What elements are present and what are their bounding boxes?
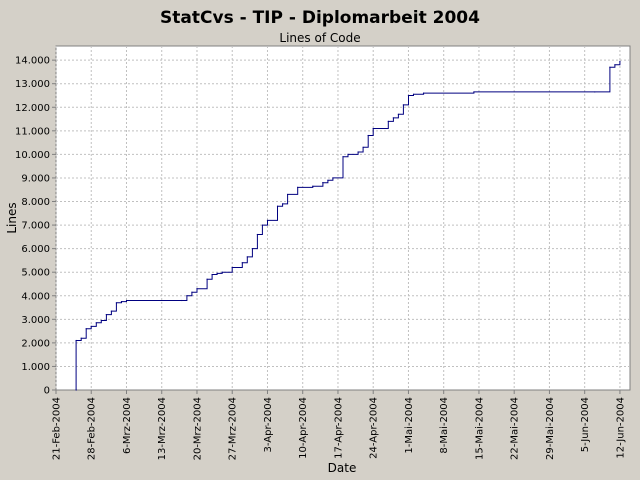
data-point <box>256 233 259 236</box>
data-point <box>357 151 359 153</box>
y-tick-label: 14.000 <box>15 56 50 67</box>
data-point <box>372 127 374 130</box>
data-point <box>221 271 223 273</box>
series-group <box>75 60 621 391</box>
y-tick-label: 3.000 <box>21 315 50 326</box>
grid-lines <box>55 46 630 390</box>
data-point <box>362 146 364 148</box>
data-point <box>342 156 344 158</box>
data-point <box>85 328 87 330</box>
x-tick-label: 1-Mai-2004 <box>404 397 415 454</box>
x-tick-label: 17-Apr-2004 <box>333 397 344 459</box>
data-point <box>397 113 399 115</box>
data-point <box>609 66 611 68</box>
y-tick-label: 2.000 <box>21 338 50 349</box>
data-point <box>287 193 289 196</box>
x-tick-label: 15-Mai-2004 <box>474 397 485 460</box>
x-axis-label: Date <box>328 461 357 475</box>
x-tick-label: 5-Jun-2004 <box>580 397 591 452</box>
y-tick-label: 13.000 <box>15 79 50 90</box>
x-tick-label: 24-Apr-2004 <box>369 397 380 459</box>
y-tick-label: 1.000 <box>21 362 50 373</box>
y-tick-label: 4.000 <box>21 291 50 302</box>
data-point <box>266 219 269 221</box>
y-tick-label: 12.000 <box>15 103 50 114</box>
y-tick-label: 8.000 <box>21 197 50 208</box>
data-point <box>216 272 218 274</box>
data-point <box>422 92 425 94</box>
data-point <box>251 248 253 250</box>
data-point <box>105 314 107 316</box>
data-point <box>347 153 349 155</box>
data-point <box>241 262 243 264</box>
y-tick-label: 0 <box>44 386 50 397</box>
data-point <box>95 322 97 324</box>
data-point <box>110 310 112 312</box>
data-point <box>120 301 123 303</box>
x-tick-label: 28-Feb-2004 <box>87 397 98 460</box>
data-point <box>322 182 324 184</box>
data-point <box>332 177 334 179</box>
series-line <box>75 61 621 390</box>
data-point <box>619 60 621 62</box>
x-tick-label: 12-Jun-2004 <box>615 397 626 459</box>
x-tick-label: 20-Mrz-2004 <box>192 397 203 460</box>
data-point <box>206 278 208 280</box>
data-point <box>367 134 369 137</box>
data-point <box>392 117 394 119</box>
data-point <box>75 389 77 391</box>
data-point <box>312 185 314 187</box>
data-point <box>115 302 118 304</box>
y-tick-label: 9.000 <box>21 173 50 184</box>
data-point <box>186 295 188 297</box>
data-point <box>211 273 213 276</box>
chart-subtitle: Lines of Code <box>279 31 360 45</box>
data-point <box>281 203 284 205</box>
y-tick-label: 5.000 <box>21 268 50 279</box>
x-tick-label: 21-Feb-2004 <box>52 397 63 460</box>
y-tick-label: 6.000 <box>21 244 50 255</box>
y-tick-label: 7.000 <box>21 221 50 232</box>
data-point <box>90 325 92 327</box>
data-point <box>191 291 193 293</box>
x-tick-label: 10-Apr-2004 <box>298 397 309 459</box>
data-point <box>402 104 405 106</box>
data-point <box>231 266 233 269</box>
x-tick-label: 6-Mrz-2004 <box>122 397 133 454</box>
data-point <box>473 91 475 93</box>
data-point <box>276 205 279 207</box>
y-tick-label: 11.000 <box>15 126 50 137</box>
data-point <box>261 224 264 226</box>
x-tick-label: 27-Mrz-2004 <box>228 397 239 460</box>
y-axis-label: Lines <box>5 202 19 233</box>
x-tick-label: 3-Apr-2004 <box>263 397 274 452</box>
x-axis: 21-Feb-2004 28-Feb-2004 6-Mrz-2004 13-Mrz-2… <box>52 390 626 460</box>
data-point <box>594 91 596 93</box>
data-point <box>100 319 102 322</box>
chart-title: StatCvs - TIP - Diplomarbeit 2004 <box>160 8 480 28</box>
data-point <box>181 299 183 302</box>
x-tick-label: 22-Mai-2004 <box>510 397 521 460</box>
data-point <box>297 186 299 188</box>
x-tick-label: 13-Mrz-2004 <box>157 397 168 460</box>
y-axis: 0 1.000 2.000 3.000 4.000 5.000 6.000 7.000 8.00… <box>15 56 56 397</box>
data-point <box>196 288 198 290</box>
data-point <box>75 339 77 342</box>
data-point <box>387 120 389 122</box>
data-point <box>246 256 248 258</box>
data-point <box>407 94 410 97</box>
y-tick-label: 10.000 <box>15 150 50 161</box>
x-tick-label: 8-Mai-2004 <box>439 397 450 454</box>
data-point <box>327 179 329 181</box>
data-point <box>125 299 128 302</box>
data-point <box>614 64 616 66</box>
x-tick-label: 29-Mai-2004 <box>545 397 556 460</box>
data-point <box>412 93 415 95</box>
data-point <box>80 337 82 339</box>
plot-area <box>55 45 631 391</box>
